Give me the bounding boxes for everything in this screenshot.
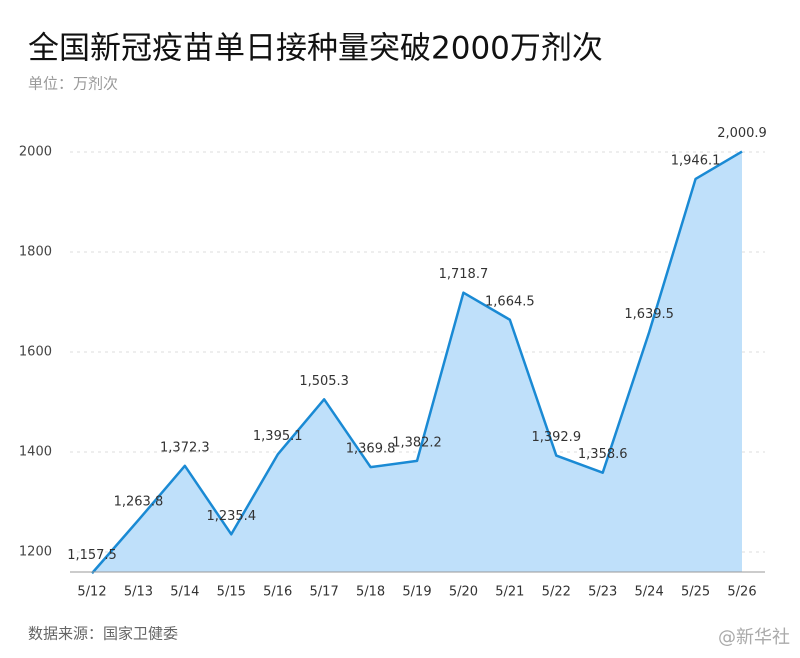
y-tick-label: 1600 <box>19 345 52 360</box>
x-tick-label: 5/12 <box>77 585 106 600</box>
data-label: 1,664.5 <box>485 294 535 309</box>
data-label: 1,505.3 <box>299 374 349 389</box>
data-label: 2,000.9 <box>717 126 767 141</box>
data-label: 1,372.3 <box>160 440 210 455</box>
x-tick-label: 5/14 <box>170 585 199 600</box>
y-tick-label: 1200 <box>19 545 52 560</box>
data-label: 1,358.6 <box>578 447 628 462</box>
data-label: 1,639.5 <box>624 307 674 322</box>
data-label: 1,946.1 <box>671 153 721 168</box>
y-tick-label: 2000 <box>19 145 52 160</box>
x-tick-label: 5/26 <box>727 585 756 600</box>
watermark: @新华社 <box>718 627 790 648</box>
data-label: 1,369.8 <box>346 442 396 457</box>
x-tick-label: 5/20 <box>449 585 478 600</box>
data-label: 1,718.7 <box>439 267 489 282</box>
x-tick-label: 5/16 <box>263 585 292 600</box>
y-tick-label: 1400 <box>19 445 52 460</box>
data-label: 1,235.4 <box>206 509 256 524</box>
y-tick-label: 1800 <box>19 245 52 260</box>
x-tick-label: 5/19 <box>402 585 431 600</box>
chart-title: 全国新冠疫苗单日接种量突破2000万剂次 <box>28 31 603 67</box>
x-tick-label: 5/25 <box>681 585 710 600</box>
data-label: 1,395.1 <box>253 429 303 444</box>
data-label: 1,392.9 <box>531 430 581 445</box>
x-tick-label: 5/23 <box>588 585 617 600</box>
x-tick-label: 5/21 <box>495 585 524 600</box>
data-label: 1,382.2 <box>392 435 442 450</box>
x-tick-label: 5/18 <box>356 585 385 600</box>
data-label: 1,263.8 <box>114 495 164 510</box>
x-tick-label: 5/15 <box>217 585 246 600</box>
source: 数据来源：国家卫健委 <box>28 625 178 643</box>
chart-subtitle: 单位：万剂次 <box>28 75 118 93</box>
area <box>92 151 742 574</box>
x-tick-label: 5/13 <box>124 585 153 600</box>
data-label: 1,157.5 <box>67 548 117 563</box>
x-tick-label: 5/17 <box>310 585 339 600</box>
x-tick-label: 5/22 <box>542 585 571 600</box>
line <box>91 150 743 575</box>
x-tick-label: 5/24 <box>635 585 664 600</box>
